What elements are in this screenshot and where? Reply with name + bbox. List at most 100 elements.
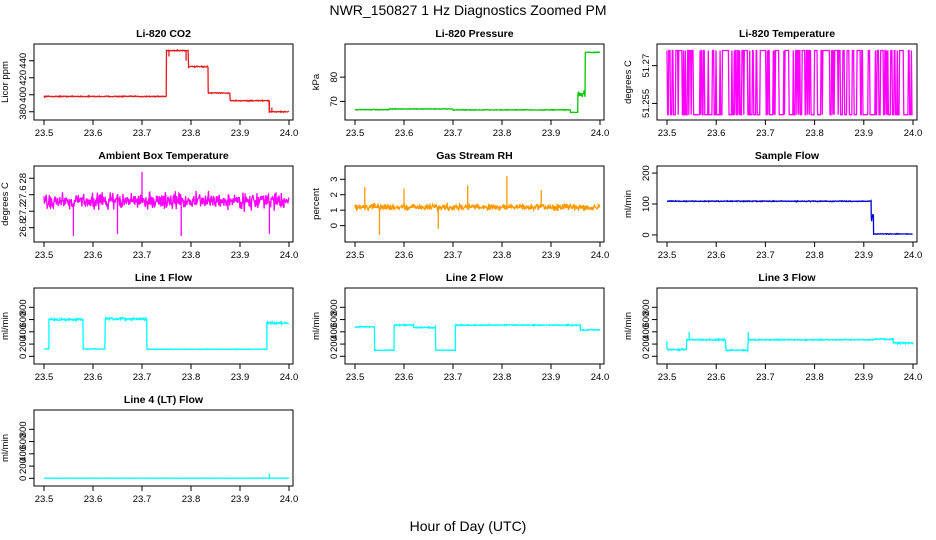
series-line: [43, 316, 290, 351]
series-line: [43, 190, 290, 212]
y-tick-label: 600: [641, 312, 652, 328]
x-tick-label: 23.8: [493, 128, 512, 139]
plot-frame: [33, 43, 294, 121]
x-tick-label: 24.0: [280, 494, 299, 505]
y-tick-label: 200: [18, 458, 29, 474]
x-tick-label: 24.0: [904, 250, 923, 261]
x-tick-label: 23.5: [346, 128, 365, 139]
y-tick-label: 200: [641, 336, 652, 352]
x-tick-label: 23.9: [542, 250, 561, 261]
x-tick-label: 23.7: [133, 494, 152, 505]
y-tick-label: 0: [18, 354, 29, 359]
x-tick-label: 23.7: [133, 250, 152, 261]
panel-10: Line 4 (LT) Flow 23.5 23.6 23.7 23.8 23.9 24.0…: [0, 394, 298, 505]
plot-frame: [33, 409, 294, 487]
plot-frame: [656, 165, 918, 243]
x-tick-label: 23.6: [395, 128, 414, 139]
y-tick-label: 0: [641, 354, 652, 359]
y-tick-label: 800: [18, 421, 29, 437]
x-tick-label: 23.6: [707, 250, 726, 261]
x-tick-label: 23.5: [35, 128, 54, 139]
x-tick-label: 24.0: [904, 372, 923, 383]
figure-xlabel: Hour of Day (UTC): [409, 518, 527, 534]
x-tick-label: 23.5: [658, 128, 677, 139]
y-axis-label: ml/min: [0, 434, 11, 462]
panel-3: Li-820 Temperature 23.5 23.6 23.7 23.8 23.9 24…: [623, 28, 922, 139]
panel-7: Line 1 Flow 23.5 23.6 23.7 23.8 23.9 24.0 0 2004…: [0, 272, 298, 383]
y-tick-label: 800: [641, 299, 652, 315]
y-tick-label: 200: [641, 165, 652, 181]
y-tick-label: 0: [18, 476, 29, 481]
y-tick-label: 51.27: [641, 54, 652, 78]
x-tick-label: 23.9: [231, 128, 250, 139]
plot-frame: [33, 287, 294, 365]
panel-title: Gas Stream RH: [436, 150, 512, 162]
x-tick-label: 23.7: [444, 372, 463, 383]
x-tick-label: 23.7: [133, 372, 152, 383]
x-tick-label: 23.5: [658, 372, 677, 383]
series-line: [666, 49, 913, 116]
y-tick-label: 3: [329, 177, 340, 182]
y-tick-label: 200: [18, 336, 29, 352]
y-tick-label: 0: [329, 223, 340, 228]
y-tick-label: 600: [18, 434, 29, 450]
series-line: [666, 337, 914, 354]
y-tick-label: 27.2: [18, 202, 29, 221]
x-tick-label: 23.7: [756, 372, 775, 383]
x-tick-label: 23.8: [182, 128, 201, 139]
y-tick-label: 400: [18, 324, 29, 340]
series-line: [666, 199, 913, 236]
x-tick-label: 24.0: [591, 372, 610, 383]
y-tick-label: 1: [329, 208, 340, 213]
figure-title: NWR_150827 1 Hz Diagnostics Zoomed PM: [329, 2, 607, 18]
plot-frame: [344, 43, 605, 121]
x-tick-label: 23.7: [444, 250, 463, 261]
plot-frame: [656, 287, 918, 365]
x-tick-label: 24.0: [280, 128, 299, 139]
x-tick-label: 23.8: [493, 250, 512, 261]
x-tick-label: 23.8: [805, 372, 824, 383]
y-tick-label: 200: [329, 336, 340, 352]
series-line: [354, 51, 601, 114]
x-tick-label: 24.0: [591, 250, 610, 261]
x-tick-label: 23.7: [756, 128, 775, 139]
x-tick-label: 23.6: [84, 128, 103, 139]
panel-title: Li-820 Pressure: [435, 28, 513, 40]
x-tick-label: 23.5: [658, 250, 677, 261]
panel-6: Sample Flow 23.5 23.6 23.7 23.8 23.9 24.0 0 100 2…: [623, 150, 922, 261]
x-tick-label: 23.9: [231, 494, 250, 505]
x-tick-label: 23.5: [35, 372, 54, 383]
x-tick-label: 23.5: [346, 372, 365, 383]
x-tick-label: 23.9: [855, 128, 874, 139]
x-tick-label: 23.6: [84, 494, 103, 505]
x-tick-label: 24.0: [904, 128, 923, 139]
plot-frame: [656, 43, 918, 121]
y-tick-label: 800: [329, 299, 340, 315]
panel-9: Line 3 Flow 23.5 23.6 23.7 23.8 23.9 24.0 0 2004…: [623, 272, 922, 383]
x-tick-label: 23.5: [35, 494, 54, 505]
y-tick-label: 2: [329, 192, 340, 197]
y-tick-label: 420: [18, 70, 29, 86]
x-tick-label: 23.8: [805, 128, 824, 139]
x-tick-label: 23.8: [182, 372, 201, 383]
x-tick-label: 23.8: [493, 372, 512, 383]
x-tick-label: 23.6: [395, 250, 414, 261]
x-tick-label: 23.7: [756, 250, 775, 261]
y-tick-label: 0: [641, 232, 652, 237]
x-tick-label: 24.0: [591, 128, 610, 139]
x-tick-label: 23.5: [346, 250, 365, 261]
x-tick-label: 23.9: [542, 128, 561, 139]
y-tick-label: 100: [641, 196, 652, 212]
panel-title: Line 2 Flow: [446, 272, 504, 284]
y-tick-label: 400: [18, 446, 29, 462]
panel-1: Li-820 CO2 23.5 23.6 23.7 23.8 23.9 24.0 380400…: [0, 28, 298, 139]
y-tick-label: 600: [18, 312, 29, 328]
series-line: [43, 48, 290, 115]
panel-title: Line 4 (LT) Flow: [124, 394, 204, 406]
y-tick-label: 400: [329, 324, 340, 340]
x-tick-label: 23.8: [805, 250, 824, 261]
y-axis-label: Licor ppm: [0, 61, 11, 103]
series-line: [354, 201, 601, 213]
x-tick-label: 24.0: [280, 250, 299, 261]
y-axis-label: ml/min: [623, 312, 634, 340]
